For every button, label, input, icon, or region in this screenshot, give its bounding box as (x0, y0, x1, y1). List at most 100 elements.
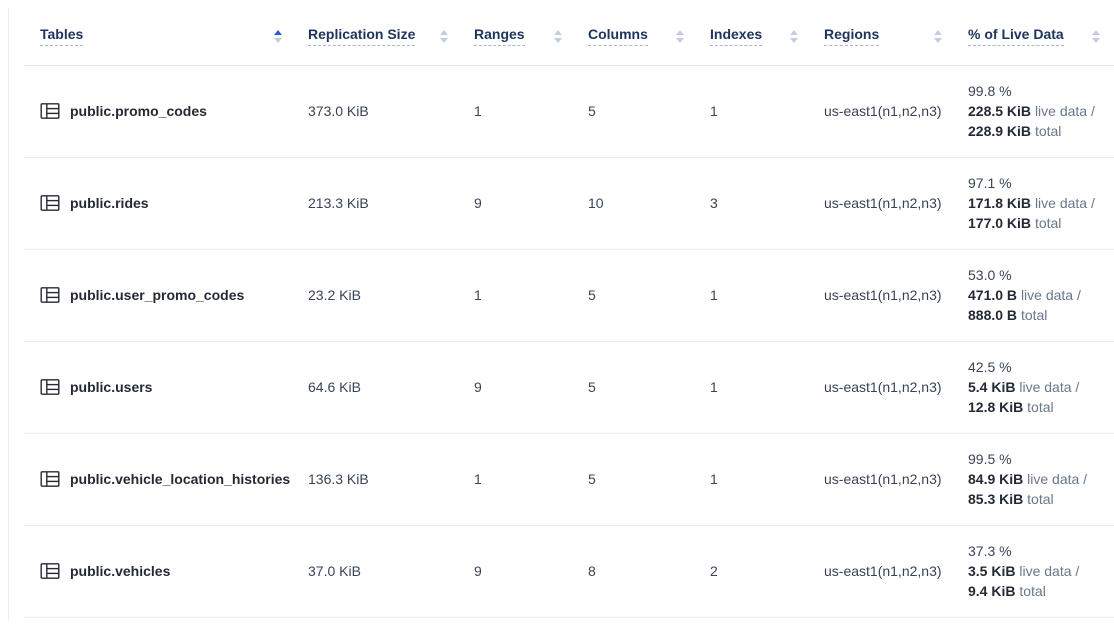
database-tables-table: Tables Replication Size Ranges (24, 8, 1114, 618)
indexes-cell: 1 (698, 65, 812, 158)
replication-size-cell: 213.3 KiB (296, 157, 462, 250)
live-data-amount: 5.4 KiB live data / (968, 379, 1080, 395)
total-data-amount: 9.4 KiB total (968, 583, 1046, 599)
ranges-cell: 1 (462, 65, 576, 158)
column-header-indexes-label[interactable]: Indexes (710, 26, 763, 47)
table-icon (40, 561, 60, 581)
indexes-cell: 1 (698, 433, 812, 526)
table-name-cell: public.user_promo_codes (24, 249, 296, 342)
table-row: public.promo_codes 373.0 KiB 1 5 1 us-ea… (24, 65, 1114, 158)
table-row: public.vehicles 37.0 KiB 9 8 2 us-east1(… (24, 525, 1114, 618)
column-header-ranges: Ranges (462, 8, 576, 66)
table-name-link[interactable]: public.vehicle_location_histories (70, 471, 291, 487)
total-data-amount: 177.0 KiB total (968, 215, 1062, 231)
regions-cell: us-east1(n1,n2,n3) (812, 433, 956, 526)
ranges-cell: 9 (462, 525, 576, 618)
table-name-link[interactable]: public.users (70, 379, 153, 395)
live-data-amount: 228.5 KiB live data / (968, 103, 1095, 119)
live-data-amount: 171.8 KiB live data / (968, 195, 1095, 211)
live-data-amount: 3.5 KiB live data / (968, 563, 1080, 579)
table-name-link[interactable]: public.rides (70, 195, 149, 211)
tables-panel: Tables Replication Size Ranges (8, 8, 1114, 620)
table-row: public.rides 213.3 KiB 9 10 3 us-east1(n… (24, 157, 1114, 250)
replication-size-cell: 373.0 KiB (296, 65, 462, 158)
columns-cell: 8 (576, 525, 698, 618)
table-name-cell: public.users (24, 341, 296, 434)
table-row: public.user_promo_codes 23.2 KiB 1 5 1 u… (24, 249, 1114, 342)
live-data-cell: 99.8 % 228.5 KiB live data / 228.9 KiB t… (956, 65, 1114, 158)
column-header-tables: Tables (24, 8, 296, 66)
live-data-percent: 99.8 % (968, 83, 1012, 99)
ranges-cell: 9 (462, 341, 576, 434)
sort-arrows-icon[interactable] (676, 29, 684, 43)
column-header-live-data-label[interactable]: % of Live Data (968, 26, 1064, 47)
column-header-regions-label[interactable]: Regions (824, 26, 880, 47)
sort-arrows-icon[interactable] (934, 29, 942, 43)
live-data-percent: 97.1 % (968, 175, 1012, 191)
live-data-percent: 99.5 % (968, 451, 1012, 467)
live-data-cell: 99.5 % 84.9 KiB live data / 85.3 KiB tot… (956, 433, 1114, 526)
replication-size-cell: 37.0 KiB (296, 525, 462, 618)
sort-arrows-icon[interactable] (790, 29, 798, 43)
column-header-ranges-label[interactable]: Ranges (474, 26, 525, 47)
indexes-cell: 2 (698, 525, 812, 618)
live-data-cell: 97.1 % 171.8 KiB live data / 177.0 KiB t… (956, 157, 1114, 250)
column-header-indexes: Indexes (698, 8, 812, 66)
columns-cell: 5 (576, 341, 698, 434)
table-icon (40, 469, 60, 489)
column-header-tables-label[interactable]: Tables (40, 26, 84, 47)
table-name-cell: public.rides (24, 157, 296, 250)
column-header-regions: Regions (812, 8, 956, 66)
sort-arrows-icon[interactable] (1092, 29, 1100, 43)
live-data-percent: 37.3 % (968, 543, 1012, 559)
live-data-amount: 471.0 B live data / (968, 287, 1081, 303)
total-data-amount: 12.8 KiB total (968, 399, 1054, 415)
indexes-cell: 3 (698, 157, 812, 250)
table-name-link[interactable]: public.vehicles (70, 563, 171, 579)
column-header-replication-size: Replication Size (296, 8, 462, 66)
columns-cell: 5 (576, 249, 698, 342)
live-data-cell: 37.3 % 3.5 KiB live data / 9.4 KiB total (956, 525, 1114, 618)
table-row: public.users 64.6 KiB 9 5 1 us-east1(n1,… (24, 341, 1114, 434)
replication-size-cell: 136.3 KiB (296, 433, 462, 526)
table-name-cell: public.promo_codes (24, 65, 296, 158)
live-data-cell: 42.5 % 5.4 KiB live data / 12.8 KiB tota… (956, 341, 1114, 434)
regions-cell: us-east1(n1,n2,n3) (812, 157, 956, 250)
table-icon (40, 285, 60, 305)
column-header-live-data: % of Live Data (956, 8, 1114, 66)
column-header-replication-size-label[interactable]: Replication Size (308, 26, 416, 47)
columns-cell: 5 (576, 65, 698, 158)
total-data-amount: 228.9 KiB total (968, 123, 1062, 139)
sort-arrows-icon[interactable] (440, 29, 448, 43)
live-data-amount: 84.9 KiB live data / (968, 471, 1088, 487)
regions-cell: us-east1(n1,n2,n3) (812, 65, 956, 158)
column-header-columns-label[interactable]: Columns (588, 26, 648, 47)
ranges-cell: 1 (462, 249, 576, 342)
ranges-cell: 1 (462, 433, 576, 526)
columns-cell: 10 (576, 157, 698, 250)
indexes-cell: 1 (698, 341, 812, 434)
table-header-row: Tables Replication Size Ranges (24, 8, 1114, 66)
replication-size-cell: 64.6 KiB (296, 341, 462, 434)
indexes-cell: 1 (698, 249, 812, 342)
regions-cell: us-east1(n1,n2,n3) (812, 249, 956, 342)
table-row: public.vehicle_location_histories 136.3 … (24, 433, 1114, 526)
total-data-amount: 888.0 B total (968, 307, 1048, 323)
table-name-cell: public.vehicles (24, 525, 296, 618)
regions-cell: us-east1(n1,n2,n3) (812, 525, 956, 618)
ranges-cell: 9 (462, 157, 576, 250)
sort-arrows-icon[interactable] (274, 29, 282, 43)
table-name-link[interactable]: public.promo_codes (70, 103, 207, 119)
column-header-columns: Columns (576, 8, 698, 66)
replication-size-cell: 23.2 KiB (296, 249, 462, 342)
table-icon (40, 193, 60, 213)
table-name-link[interactable]: public.user_promo_codes (70, 287, 245, 303)
total-data-amount: 85.3 KiB total (968, 491, 1054, 507)
regions-cell: us-east1(n1,n2,n3) (812, 341, 956, 434)
table-icon (40, 377, 60, 397)
columns-cell: 5 (576, 433, 698, 526)
live-data-cell: 53.0 % 471.0 B live data / 888.0 B total (956, 249, 1114, 342)
sort-arrows-icon[interactable] (554, 29, 562, 43)
table-name-cell: public.vehicle_location_histories (24, 433, 296, 526)
live-data-percent: 53.0 % (968, 267, 1012, 283)
